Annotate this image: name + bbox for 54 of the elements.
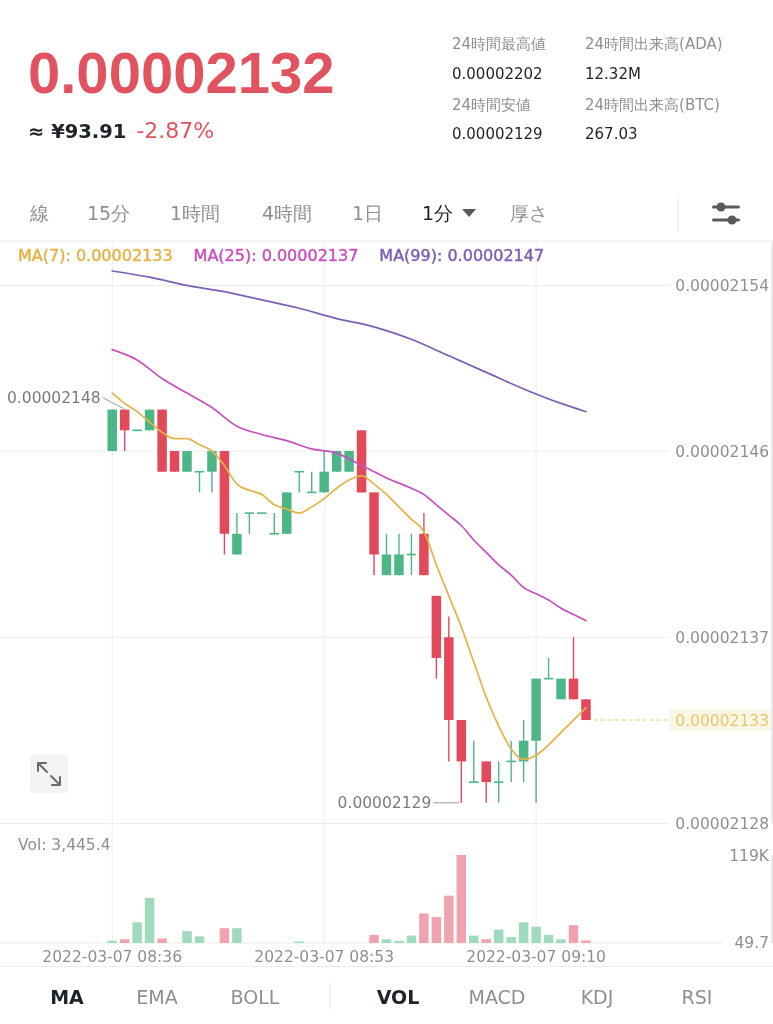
candlestick [194,470,205,494]
candlestick [493,760,504,804]
line-series [111,270,587,413]
text: 線 [29,202,49,224]
candlestick [319,450,329,494]
text: 厚さ [510,202,548,224]
text: 24時間最高値 [452,35,547,53]
text: 24時間出来高(BTC) [585,96,720,114]
candlestick [207,450,217,494]
text: VOL [376,986,420,1008]
text: MA(99): 0.00002147 [379,246,545,265]
candlestick [394,533,404,576]
text: 24時間安値 [452,96,532,114]
candlestick [244,512,255,535]
text: 24時間出来高(ADA) [585,35,723,53]
candlestick [294,470,304,494]
text: 267.03 [585,125,638,143]
text: 1日 [352,202,384,224]
candlestick [182,450,192,473]
candlestick [469,740,479,783]
line-series [111,348,587,622]
text: 15分 [87,202,131,224]
text: 12.32M [585,65,641,83]
text: 0.00002129 [452,125,543,143]
text: MA(25): 0.00002137 [193,246,359,265]
text: 1時間 [170,202,221,224]
candlestick [232,512,242,556]
text: 0.00002132 [28,40,335,105]
text: EMA [136,986,178,1008]
text: BOLL [230,986,280,1008]
text: ≈ ¥93.91 [28,120,127,143]
annotation: 0.00002148 [6,388,101,407]
candlestick [568,636,579,701]
text: 4時間 [262,202,313,224]
text: RSI [681,986,713,1008]
text: MA [50,986,85,1008]
y-tick-label: 0.00002137 [675,628,769,647]
candlestick [269,512,280,535]
text: 0.00002202 [452,65,543,83]
candlestick [169,450,180,473]
candlestick [481,760,491,804]
candlestick [119,408,130,452]
text: -2.87% [136,118,215,143]
y-tick-label: 0.00002128 [675,815,769,833]
y-tick-label: 0.00002146 [675,442,769,461]
text: KDJ [580,986,614,1008]
text: MA(7): 0.00002133 [18,246,173,265]
line-series [111,392,587,761]
candlestick [381,533,392,576]
y-tick-label: 0.00002154 [675,276,769,295]
text: MACD [468,986,526,1008]
ref-line-label: 0.00002133 [675,711,769,730]
annotation: 0.00002129 [337,794,432,813]
text: 1分 [422,202,454,224]
